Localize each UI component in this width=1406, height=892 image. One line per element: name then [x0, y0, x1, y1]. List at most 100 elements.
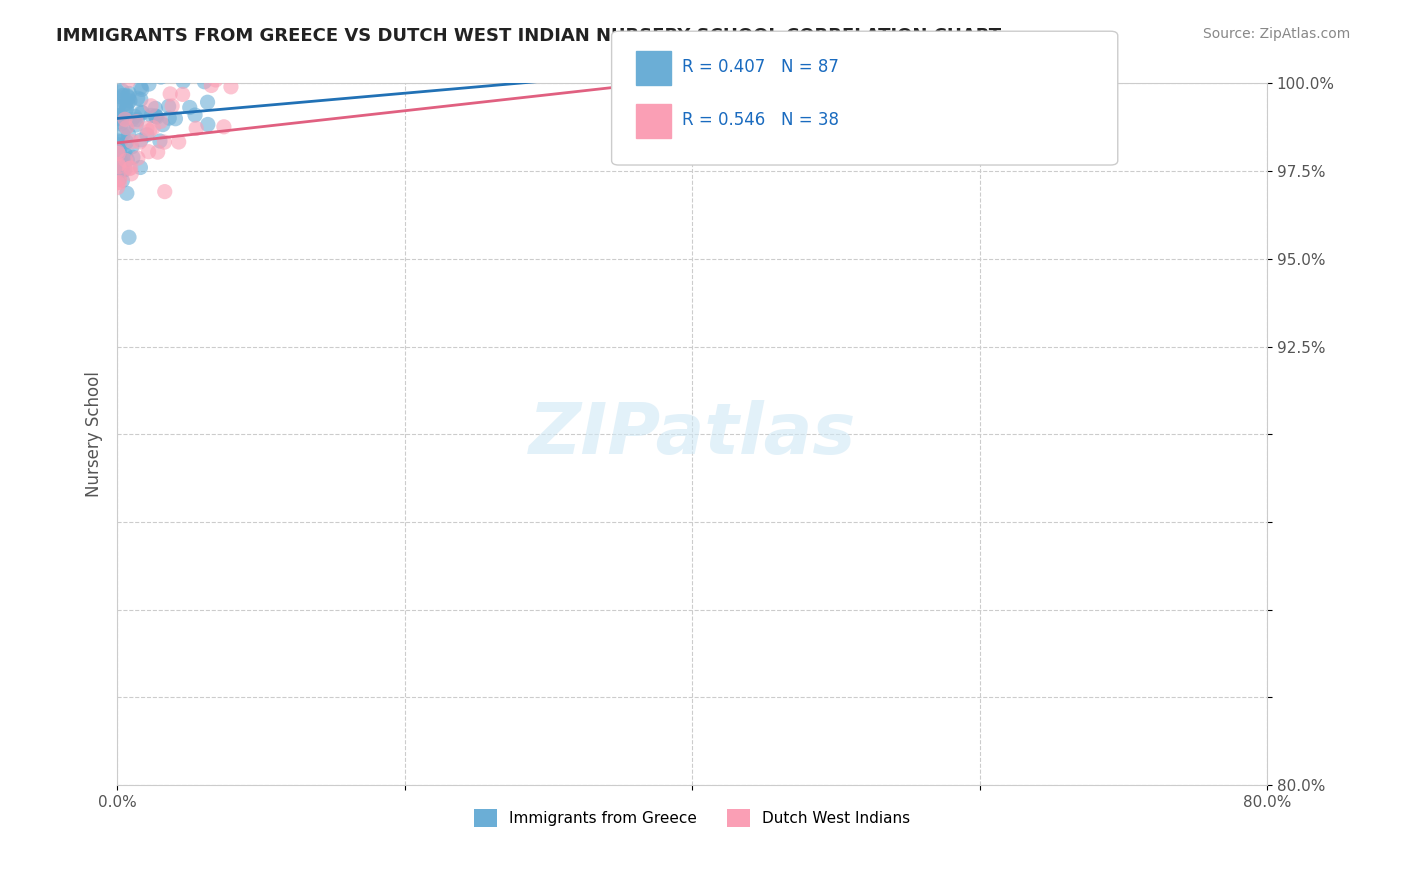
Immigrants from Greece	[110, 135, 132, 149]
Immigrants from Greece	[107, 99, 129, 113]
Immigrants from Greece	[125, 59, 148, 73]
Immigrants from Greece	[197, 118, 219, 132]
Dutch West Indians	[107, 180, 129, 194]
Immigrants from Greece	[115, 103, 138, 117]
Dutch West Indians	[118, 161, 141, 176]
Immigrants from Greece	[107, 109, 129, 123]
Y-axis label: Nursery School: Nursery School	[86, 371, 103, 497]
Immigrants from Greece	[111, 173, 134, 187]
Text: R = 0.546   N = 38: R = 0.546 N = 38	[682, 112, 839, 129]
Immigrants from Greece	[111, 128, 134, 142]
Dutch West Indians	[146, 145, 169, 160]
Immigrants from Greece	[157, 111, 180, 125]
Immigrants from Greece	[145, 109, 167, 123]
Immigrants from Greece	[108, 114, 131, 128]
Dutch West Indians	[107, 176, 129, 190]
Immigrants from Greece	[110, 153, 132, 168]
Dutch West Indians	[160, 99, 183, 113]
Immigrants from Greece	[117, 96, 139, 111]
Immigrants from Greece	[125, 118, 148, 132]
Immigrants from Greece	[149, 134, 172, 148]
Immigrants from Greece	[112, 59, 135, 73]
Dutch West Indians	[120, 161, 142, 175]
Dutch West Indians	[114, 153, 136, 168]
Dutch West Indians	[186, 121, 208, 136]
Dutch West Indians	[120, 167, 142, 181]
Text: ZIPatlas: ZIPatlas	[529, 400, 856, 469]
Immigrants from Greece	[141, 108, 163, 122]
Immigrants from Greece	[117, 89, 139, 103]
Dutch West Indians	[139, 99, 162, 113]
Immigrants from Greece	[183, 59, 205, 73]
Dutch West Indians	[167, 135, 190, 149]
Immigrants from Greece	[129, 80, 152, 95]
Dutch West Indians	[121, 135, 143, 149]
Immigrants from Greece	[115, 102, 138, 116]
Immigrants from Greece	[115, 186, 138, 201]
Immigrants from Greece	[136, 128, 159, 142]
Immigrants from Greece	[131, 105, 153, 120]
Immigrants from Greece	[111, 111, 134, 125]
Immigrants from Greece	[111, 88, 134, 103]
Text: Source: ZipAtlas.com: Source: ZipAtlas.com	[1202, 27, 1350, 41]
Immigrants from Greece	[148, 59, 170, 73]
Immigrants from Greece	[179, 100, 201, 114]
Dutch West Indians	[135, 121, 157, 136]
Immigrants from Greece	[105, 85, 128, 99]
Immigrants from Greece	[139, 59, 162, 73]
Immigrants from Greece	[110, 90, 132, 104]
Immigrants from Greece	[149, 70, 172, 84]
Immigrants from Greece	[107, 137, 129, 152]
Dutch West Indians	[114, 112, 136, 127]
Immigrants from Greece	[115, 59, 138, 73]
Dutch West Indians	[153, 185, 176, 199]
Immigrants from Greece	[165, 112, 187, 126]
Immigrants from Greece	[138, 59, 160, 73]
Immigrants from Greece	[218, 59, 240, 73]
Immigrants from Greece	[118, 87, 141, 101]
Immigrants from Greece	[169, 59, 191, 73]
Immigrants from Greece	[107, 134, 129, 148]
Dutch West Indians	[128, 135, 150, 149]
Immigrants from Greece	[107, 112, 129, 126]
Immigrants from Greece	[129, 133, 152, 147]
Immigrants from Greece	[152, 118, 174, 132]
Immigrants from Greece	[121, 140, 143, 154]
Immigrants from Greece	[111, 163, 134, 178]
Dutch West Indians	[204, 73, 226, 87]
Immigrants from Greece	[117, 90, 139, 104]
Immigrants from Greece	[108, 143, 131, 157]
Immigrants from Greece	[193, 75, 215, 89]
Dutch West Indians	[219, 79, 242, 94]
Immigrants from Greece	[127, 112, 149, 127]
Immigrants from Greece	[127, 91, 149, 105]
Dutch West Indians	[149, 114, 172, 128]
Immigrants from Greece	[115, 135, 138, 149]
Dutch West Indians	[138, 124, 160, 138]
Dutch West Indians	[107, 157, 129, 171]
Dutch West Indians	[172, 87, 194, 102]
Legend: Immigrants from Greece, Dutch West Indians: Immigrants from Greece, Dutch West India…	[468, 803, 917, 834]
Immigrants from Greece	[108, 151, 131, 165]
Dutch West Indians	[127, 151, 149, 165]
Immigrants from Greece	[108, 172, 131, 186]
Immigrants from Greece	[114, 97, 136, 112]
Dutch West Indians	[108, 160, 131, 174]
Immigrants from Greece	[115, 120, 138, 135]
Dutch West Indians	[142, 120, 165, 135]
Immigrants from Greece	[197, 95, 219, 110]
Immigrants from Greece	[997, 59, 1019, 73]
Dutch West Indians	[997, 59, 1019, 73]
Immigrants from Greece	[152, 65, 174, 79]
Immigrants from Greece	[146, 110, 169, 124]
Immigrants from Greece	[114, 162, 136, 177]
Dutch West Indians	[108, 172, 131, 186]
Immigrants from Greece	[118, 128, 141, 142]
Dutch West Indians	[107, 146, 129, 161]
Immigrants from Greece	[110, 162, 132, 177]
Immigrants from Greece	[108, 146, 131, 161]
Dutch West Indians	[108, 175, 131, 189]
Dutch West Indians	[200, 78, 222, 93]
Dutch West Indians	[115, 120, 138, 135]
Dutch West Indians	[153, 135, 176, 149]
